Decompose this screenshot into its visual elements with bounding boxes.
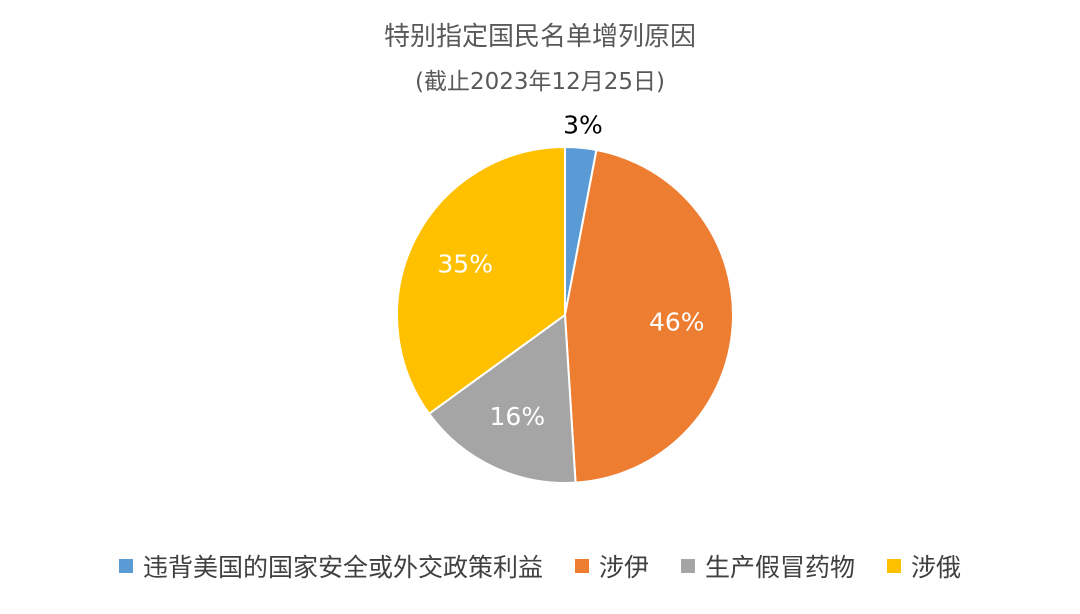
legend-label-0: 违背美国的国家安全或外交政策利益 — [142, 553, 543, 582]
legend-label-2: 生产假冒药物 — [705, 553, 856, 582]
legend-swatch-1 — [574, 559, 589, 573]
pie-chart: 3% 46% 16% 35% — [396, 110, 734, 484]
legend-swatch-2 — [681, 559, 695, 573]
data-label-2: 16% — [490, 402, 546, 431]
legend-swatch-3 — [887, 559, 902, 573]
legend-item-1: 涉伊 — [574, 548, 649, 584]
chart-subtitle: (截止2023年12月25日) — [414, 69, 665, 95]
legend-item-3: 涉俄 — [887, 548, 961, 584]
legend-swatch-0 — [118, 559, 133, 573]
legend-item-0: 违背美国的国家安全或外交政策利益 — [118, 548, 543, 584]
legend: 违背美国的国家安全或外交政策利益 涉伊 生产假冒药物 涉俄 — [0, 548, 1080, 584]
data-label-0: 3% — [563, 110, 603, 139]
legend-label-1: 涉伊 — [598, 553, 649, 582]
data-label-3: 35% — [437, 250, 493, 279]
data-label-1: 46% — [649, 308, 705, 337]
pie-slice-1 — [563, 148, 734, 484]
pie-slice-2 — [427, 313, 577, 484]
legend-item-2: 生产假冒药物 — [681, 548, 855, 584]
chart-title: 特别指定国民名单增列原因 — [383, 22, 696, 52]
legend-label-3: 涉俄 — [911, 553, 962, 582]
pie-slice-3 — [396, 145, 566, 416]
